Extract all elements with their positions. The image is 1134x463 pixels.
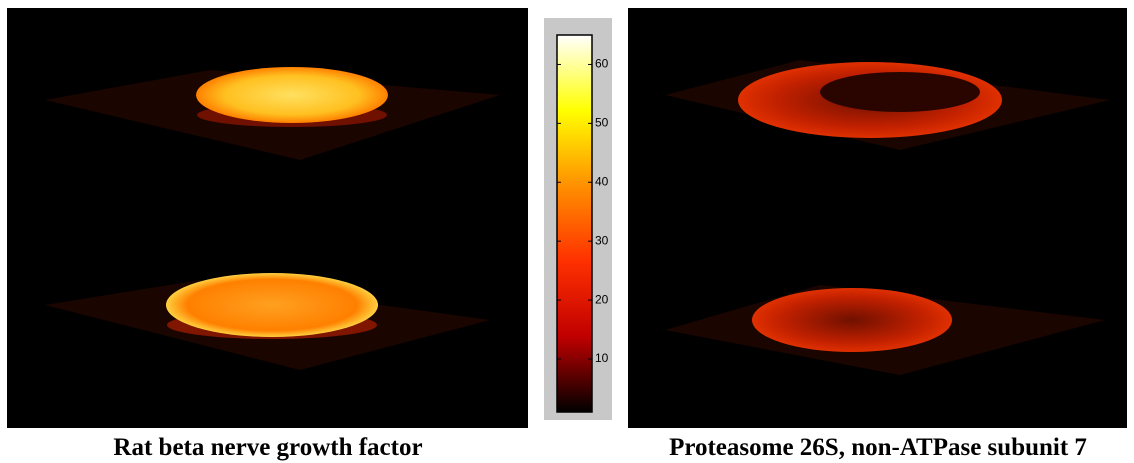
tick-label: 60 [595, 57, 609, 71]
surface-disc [196, 67, 388, 123]
caption: Proteasome 26S, non-ATPase subunit 7 [669, 434, 1087, 461]
caption: Rat beta nerve growth factor [113, 434, 422, 461]
surface-hollow [820, 72, 980, 112]
surface-disc [166, 273, 378, 337]
tick-label: 50 [595, 116, 609, 130]
tick-label: 40 [595, 174, 609, 188]
surface-disc [752, 288, 952, 352]
tick-label: 30 [595, 233, 609, 247]
figure-canvas: 10 20 30 40 50 60 Rat beta nerve growth facto… [0, 0, 1134, 463]
colorbar [557, 35, 592, 412]
tick-label: 20 [595, 292, 609, 306]
figure: 10 20 30 40 50 60 Rat beta nerve growth facto… [0, 0, 1134, 463]
tick-label: 10 [595, 351, 609, 365]
